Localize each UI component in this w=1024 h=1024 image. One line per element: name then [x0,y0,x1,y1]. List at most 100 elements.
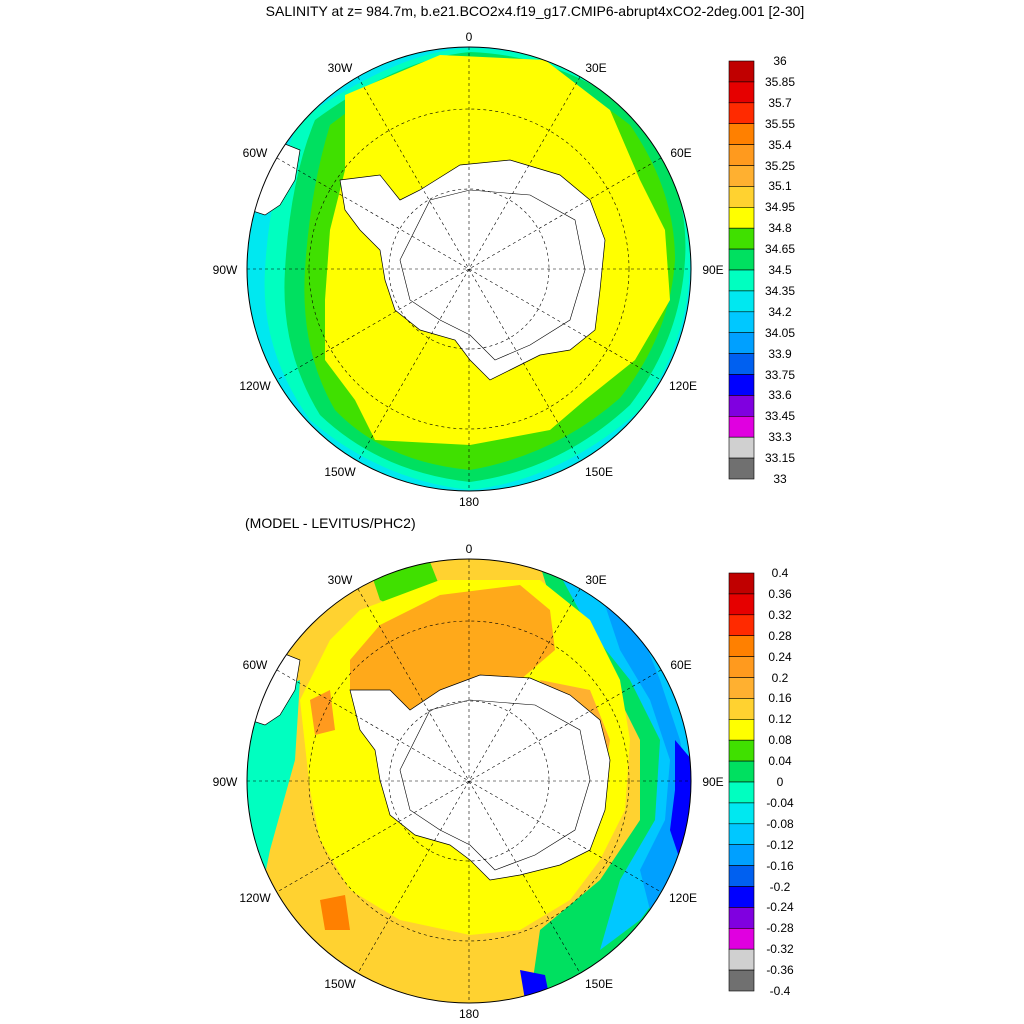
colorbar-tick-label: 35.55 [764,116,796,131]
colorbar-swatch [728,635,755,657]
colorbar-tick-label: 33.15 [764,451,796,466]
colorbar-swatch [728,823,755,845]
colorbar-swatch [728,718,755,741]
colorbar-swatch [728,907,755,929]
colorbar-swatch [728,677,755,699]
lon-label-150e: 150E [584,977,614,991]
colorbar-tick-label: 36 [773,54,787,68]
colorbar-tick-label: 0.28 [768,628,792,643]
lon-label-60w: 60W [242,658,268,672]
lon-label-30e: 30E [585,573,607,587]
colorbar-tick-label: -0.24 [766,900,794,915]
lon-label-180: 180 [458,1007,480,1021]
colorbar-tick-label: 34.35 [764,283,796,298]
lon-label-60e: 60E [670,146,692,160]
lon-label-90e: 90E [702,263,724,277]
main-title: SALINITY at z= 984.7m, b.e21.BCO2x4.f19_… [265,3,805,19]
colorbar-tick-label: 0.36 [768,586,792,601]
lon-label-30w: 30W [327,573,353,587]
colorbar-swatch [728,927,755,950]
lon-label-180: 180 [458,495,480,509]
lon-label-30e: 30E [585,61,607,75]
colorbar-tick-label: 33.45 [764,409,796,424]
colorbar-swatch [728,290,755,313]
colorbar-tick-label: -0.08 [766,816,794,831]
colorbar-swatch [728,436,755,459]
colorbar-swatch [728,353,755,375]
top-map-border [246,46,692,492]
colorbar-tick-label: -0.12 [766,837,794,852]
colorbar-swatch [728,415,755,438]
colorbar-swatch [728,865,755,887]
colorbar-bottom [728,572,755,992]
colorbar-tick-label: 0.12 [768,712,792,727]
lon-label-0: 0 [465,30,473,44]
colorbar-tick-label: 34.8 [768,221,792,236]
lon-label-120w: 120W [239,891,271,905]
lon-label-90w: 90W [212,263,238,277]
lon-label-30w: 30W [327,61,353,75]
colorbar-tick-label: 33.9 [768,346,792,361]
colorbar-tick-label: 33.6 [768,388,792,403]
colorbar-tick-label: 35.85 [764,74,796,89]
colorbar-swatch [728,123,755,145]
colorbar-tick-label: -0.36 [766,963,794,978]
lon-label-150w: 150W [324,465,356,479]
colorbar-swatch [728,227,755,250]
lon-label-60e: 60E [670,658,692,672]
colorbar-swatch [728,948,755,971]
subtitle: (MODEL - LEVITUS/PHC2) [245,515,416,531]
colorbar-tick-label: 0.32 [768,607,792,622]
colorbar-swatch [728,593,755,616]
colorbar-tick-label: -0.2 [769,879,791,894]
colorbar-tick-label: 33.75 [764,367,796,382]
colorbar-swatch [728,656,755,678]
lon-label-120w: 120W [239,379,271,393]
colorbar-swatch [728,144,755,166]
colorbar-tick-label: 34.2 [768,304,792,319]
colorbar-tick-label: -0.04 [766,795,794,810]
colorbar-swatch [728,739,755,762]
colorbar-top [728,60,755,480]
colorbar-tick-label: 33.3 [768,430,792,445]
colorbar-swatch [728,698,755,720]
lon-label-120e: 120E [668,891,698,905]
colorbar-swatch [728,572,755,595]
colorbar-tick-label: 34.95 [764,200,796,215]
colorbar-tick-label: 35.25 [764,158,796,173]
colorbar-swatch [728,395,755,417]
colorbar-tick-label: 0.2 [771,670,789,685]
colorbar-tick-label: -0.4 [769,984,791,998]
colorbar-swatch [728,102,755,125]
lon-label-150w: 150W [324,977,356,991]
colorbar-swatch [728,802,755,825]
lon-label-90e: 90E [702,775,724,789]
difference-map [247,559,691,1003]
colorbar-swatch [728,207,755,229]
lon-label-150e: 150E [584,465,614,479]
colorbar-tick-label: -0.28 [766,921,794,936]
colorbar-swatch [728,374,755,396]
lon-label-90w: 90W [212,775,238,789]
salinity-map [247,47,691,491]
colorbar-tick-label: 0.08 [768,733,792,748]
colorbar-swatch [728,165,755,187]
colorbar-tick-label: 0.24 [768,649,792,664]
colorbar-tick-label: 0.16 [768,691,792,706]
colorbar-swatch [728,969,755,992]
colorbar-swatch [728,614,755,636]
colorbar-swatch [728,311,755,333]
bottom-map-border [246,558,692,1004]
colorbar-swatch [728,457,755,480]
colorbar-tick-label: 35.7 [768,95,792,110]
colorbar-tick-label: 35.1 [768,179,792,194]
colorbar-tick-label: -0.32 [766,942,794,957]
colorbar-swatch [728,81,755,104]
colorbar-tick-label: 35.4 [768,137,792,152]
colorbar-tick-label: 0.04 [768,754,792,769]
colorbar-tick-label: 0 [776,775,784,789]
lon-label-60w: 60W [242,146,268,160]
colorbar-tick-label: 34.65 [764,242,796,257]
lon-label-0: 0 [465,542,473,556]
